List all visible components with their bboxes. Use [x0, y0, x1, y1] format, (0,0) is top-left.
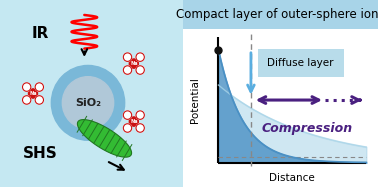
Circle shape: [123, 53, 132, 61]
FancyBboxPatch shape: [258, 49, 344, 77]
Text: Na: Na: [130, 119, 138, 124]
Circle shape: [136, 66, 144, 74]
Circle shape: [136, 53, 144, 61]
Circle shape: [123, 111, 132, 119]
Circle shape: [123, 66, 132, 74]
Text: Compression: Compression: [262, 122, 353, 135]
Text: Na: Na: [130, 61, 138, 66]
Text: Distance: Distance: [270, 173, 315, 183]
Circle shape: [129, 117, 138, 126]
Text: SHS: SHS: [23, 146, 58, 161]
FancyBboxPatch shape: [0, 0, 183, 187]
Circle shape: [129, 59, 138, 68]
Circle shape: [123, 124, 132, 132]
Text: SiO₂: SiO₂: [75, 98, 101, 108]
Circle shape: [62, 77, 114, 129]
Circle shape: [23, 83, 31, 91]
Polygon shape: [77, 120, 132, 157]
Circle shape: [23, 96, 31, 104]
Text: Compact layer of outer-sphere ions: Compact layer of outer-sphere ions: [177, 8, 378, 21]
Circle shape: [28, 89, 37, 98]
Text: Diffuse layer: Diffuse layer: [267, 58, 334, 68]
Circle shape: [35, 83, 43, 91]
FancyBboxPatch shape: [183, 0, 378, 29]
FancyBboxPatch shape: [183, 0, 378, 187]
Circle shape: [51, 65, 125, 140]
Circle shape: [136, 124, 144, 132]
Text: Potential: Potential: [190, 77, 200, 123]
Text: Na: Na: [29, 91, 37, 96]
Text: IR: IR: [32, 26, 49, 41]
Circle shape: [35, 96, 43, 104]
Circle shape: [136, 111, 144, 119]
